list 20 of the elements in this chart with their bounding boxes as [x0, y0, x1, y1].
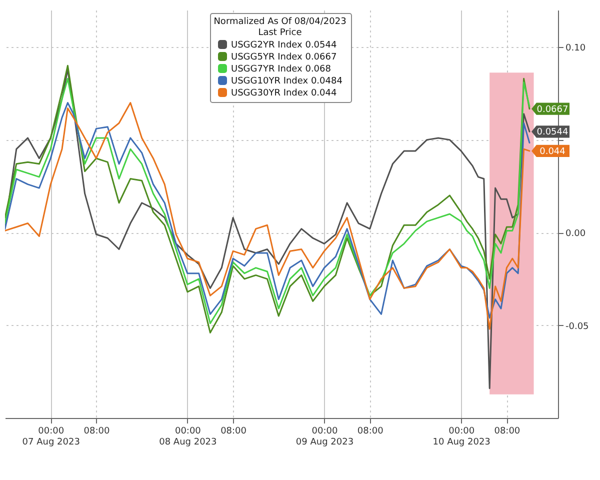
legend-title: Normalized As Of 08/04/2023 Last Price: [214, 17, 346, 38]
x-tick-label: 00:00 10 Aug 2023: [432, 426, 490, 448]
x-tick-label: 00:00 09 Aug 2023: [296, 426, 354, 448]
y-tick-label: 0.10: [566, 44, 586, 54]
x-tick-label: 00:00 07 Aug 2023: [22, 426, 80, 448]
x-tick-label: 08:00: [494, 426, 520, 436]
legend-label: USGG10YR Index 0.0484: [231, 76, 343, 86]
data-label: 0.0544: [536, 128, 569, 138]
y-tick-label: -0.05: [566, 322, 589, 332]
x-tick-label: 08:00: [84, 426, 110, 436]
legend-label: USGG7YR Index 0.068: [231, 64, 332, 74]
data-label: 0.044: [540, 146, 566, 157]
legend-label: USGG30YR Index 0.044: [231, 88, 337, 98]
legend-label: USGG2YR Index 0.0544: [231, 40, 337, 50]
x-tick-label: 08:00: [357, 426, 384, 436]
data-label: 0.0667: [536, 104, 568, 115]
legend-label: USGG5YR Index 0.0667: [231, 52, 337, 62]
x-tick-label: 08:00: [220, 426, 247, 436]
y-tick-label: 0.00: [566, 229, 586, 240]
x-tick-label: 00:00 08 Aug 2023: [159, 426, 217, 448]
